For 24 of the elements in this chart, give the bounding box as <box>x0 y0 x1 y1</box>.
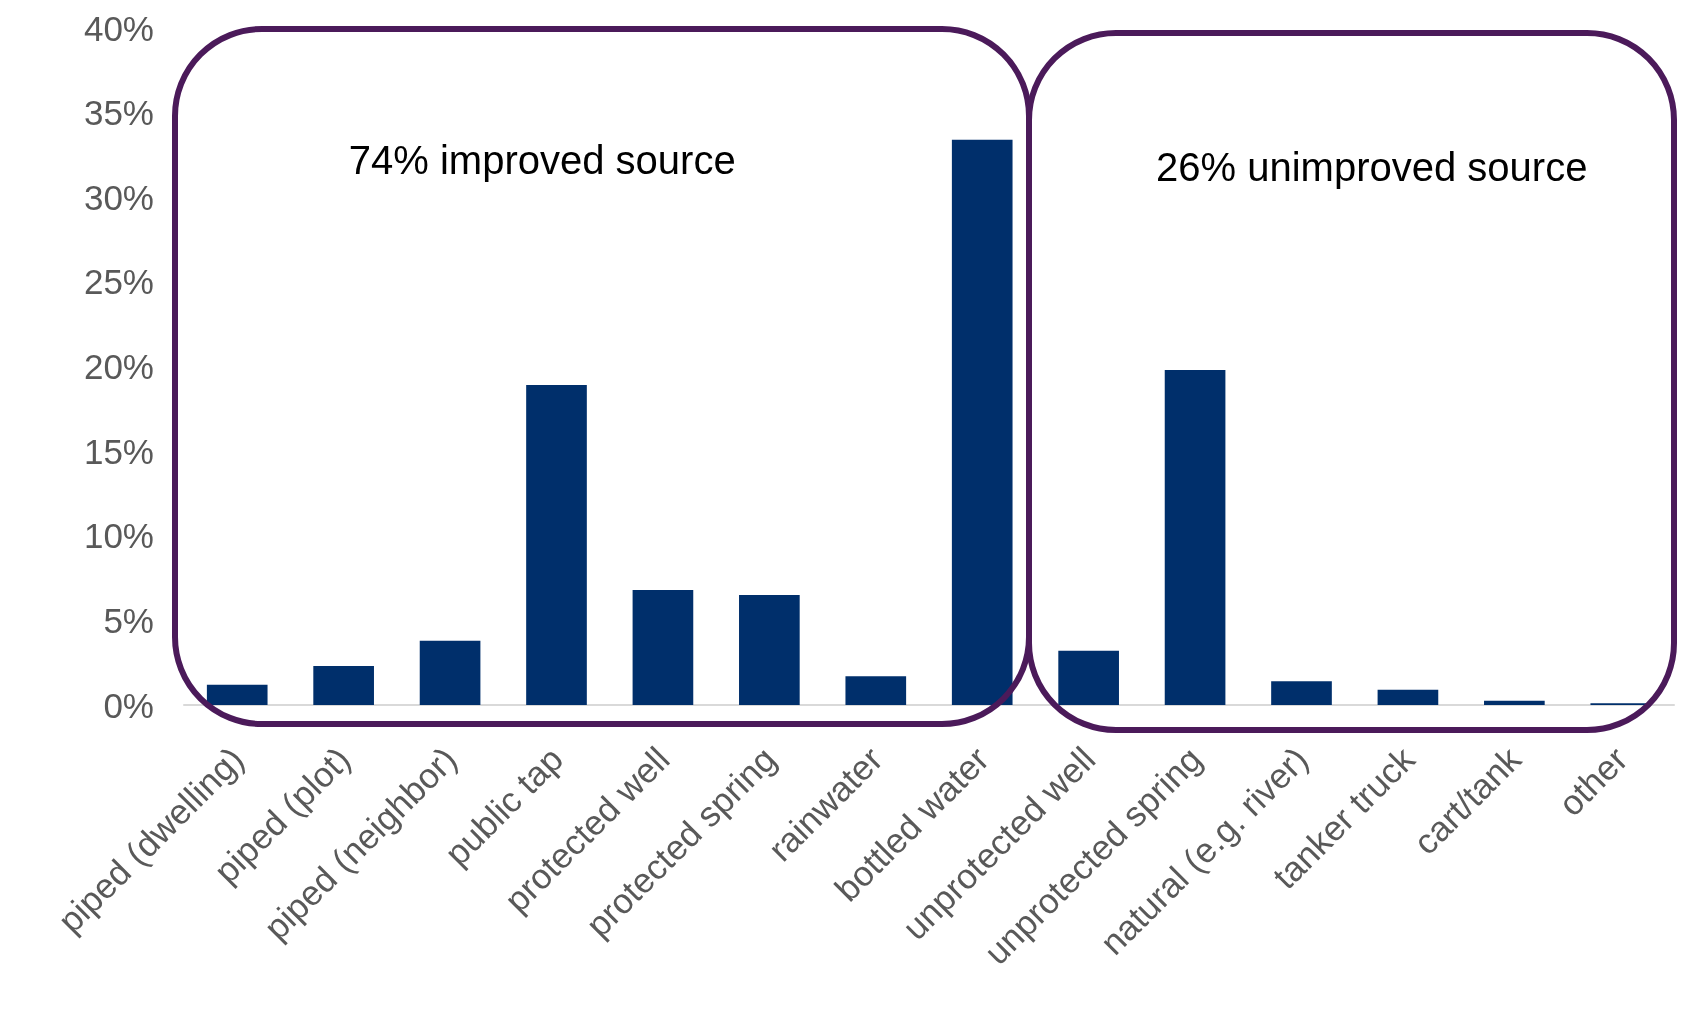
bar <box>313 666 374 705</box>
bar <box>1058 650 1119 705</box>
y-tick-label: 5% <box>103 600 154 640</box>
bar <box>739 594 800 705</box>
bar <box>1377 689 1439 705</box>
bar <box>845 676 907 705</box>
bar <box>526 385 587 705</box>
y-tick-label: 30% <box>83 177 154 217</box>
bar <box>1484 700 1545 705</box>
annotation: 26% unimproved source <box>1156 145 1588 190</box>
y-tick-label: 0% <box>103 685 154 725</box>
y-tick-label: 35% <box>83 93 154 133</box>
y-tick-label: 20% <box>83 347 154 386</box>
bar <box>1271 681 1332 705</box>
bar <box>632 589 694 705</box>
bar <box>951 139 1013 705</box>
bar <box>1164 369 1226 705</box>
annotation: 74% improved source <box>348 138 736 183</box>
bar <box>419 640 481 705</box>
y-tick-label: 15% <box>83 431 154 471</box>
y-tick-label: 40% <box>83 8 154 48</box>
bar <box>206 684 268 705</box>
y-tick-label: 25% <box>83 262 154 302</box>
y-tick-label: 10% <box>83 516 154 556</box>
